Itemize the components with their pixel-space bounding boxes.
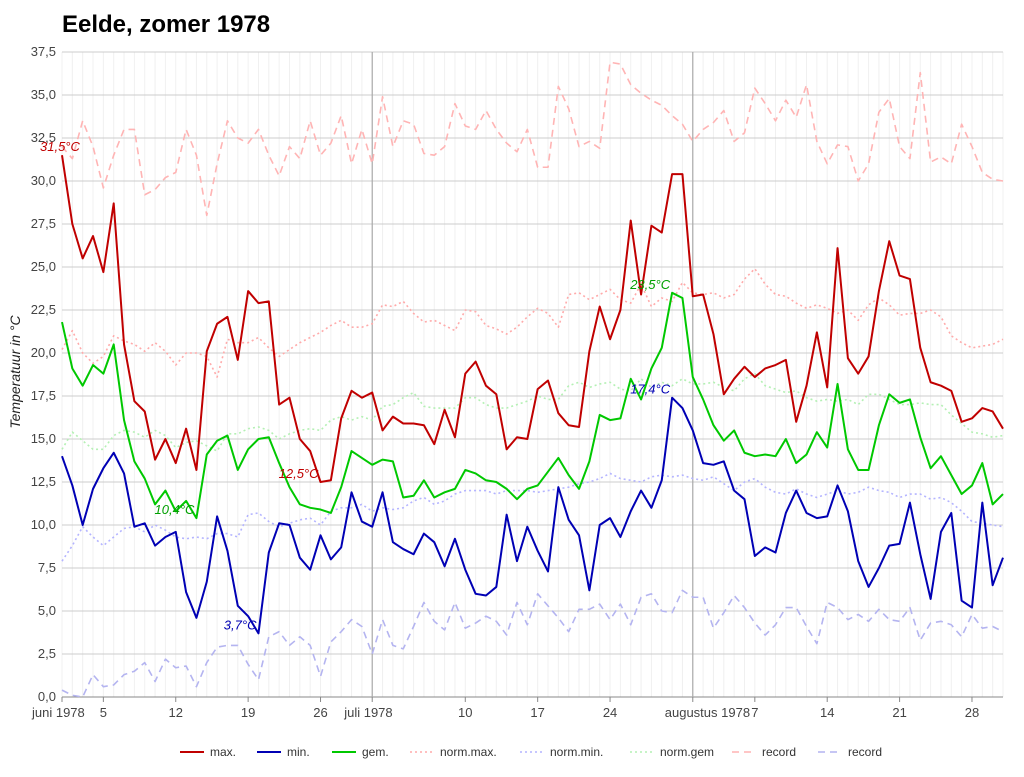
x-tick-label: 21 bbox=[892, 705, 906, 720]
x-tick-label: 14 bbox=[820, 705, 834, 720]
x-tick-label: 12 bbox=[169, 705, 183, 720]
annotation-label: 31,5°C bbox=[40, 139, 81, 154]
annotation-label: 10,4°C bbox=[155, 502, 196, 517]
axes: 0,0 2,5 5,0 7,5 10,0 12,5 15,0 17,5 20,0 22,5 25,0… bbox=[31, 44, 980, 720]
y-tick-label: 25,0 bbox=[31, 259, 56, 274]
y-tick-label: 35,0 bbox=[31, 87, 56, 102]
x-tick-label: augustus 1978 bbox=[665, 705, 750, 720]
y-tick-label: 2,5 bbox=[38, 646, 56, 661]
legend-item: norm.gem bbox=[630, 745, 714, 759]
y-tick-label: 5,0 bbox=[38, 603, 56, 618]
annotation-label: 3,7°C bbox=[224, 617, 257, 632]
y-tick-label: 27,5 bbox=[31, 216, 56, 231]
legend-item: gem. bbox=[332, 745, 389, 759]
legend-label: record bbox=[848, 745, 882, 759]
series-line-gem-2 bbox=[61, 291, 1004, 520]
annotations: 31,5°C 10,4°C 3,7°C 12,5°C 23,5°C 17,4°C bbox=[40, 139, 671, 632]
y-tick-label: 32,5 bbox=[31, 130, 56, 145]
annotation-label: 12,5°C bbox=[279, 466, 320, 481]
y-axis-label: Temperatuur in °C bbox=[7, 314, 23, 428]
x-tick-label: juni 1978 bbox=[31, 705, 85, 720]
series-lines bbox=[61, 61, 1004, 698]
x-tick-label: 10 bbox=[458, 705, 472, 720]
grid bbox=[61, 51, 1004, 698]
y-tick-label: 30,0 bbox=[31, 173, 56, 188]
series-line-max-0 bbox=[61, 155, 1004, 483]
y-tick-label: 0,0 bbox=[38, 689, 56, 704]
legend-label: norm.max. bbox=[440, 745, 497, 759]
y-tick-label: 7,5 bbox=[38, 560, 56, 575]
series-line-normgem-5 bbox=[61, 372, 1004, 452]
series-line-record-6 bbox=[61, 61, 1004, 217]
legend-label: gem. bbox=[362, 745, 389, 759]
x-tick-label: 19 bbox=[241, 705, 255, 720]
x-tick-label: 7 bbox=[751, 705, 758, 720]
legend-item: record bbox=[818, 745, 882, 759]
chart-title: Eelde, zomer 1978 bbox=[62, 11, 270, 38]
legend-item: record bbox=[732, 745, 796, 759]
annotation-label: 17,4°C bbox=[630, 382, 671, 397]
x-tick-label: 26 bbox=[313, 705, 327, 720]
x-tick-label: 28 bbox=[965, 705, 979, 720]
legend-label: norm.min. bbox=[550, 745, 603, 759]
legend: max. min. gem. norm.max. norm.min. norm.gem re… bbox=[180, 745, 882, 759]
y-tick-label: 37,5 bbox=[31, 44, 56, 59]
y-tick-label: 15,0 bbox=[31, 431, 56, 446]
legend-label: norm.gem bbox=[660, 745, 714, 759]
legend-label: min. bbox=[287, 745, 310, 759]
legend-item: min. bbox=[257, 745, 310, 759]
x-tick-label: 5 bbox=[100, 705, 107, 720]
legend-label: max. bbox=[210, 745, 236, 759]
annotation-label: 23,5°C bbox=[629, 277, 671, 292]
y-tick-label: 17,5 bbox=[31, 388, 56, 403]
legend-label: record bbox=[762, 745, 796, 759]
x-tick-label: 17 bbox=[530, 705, 544, 720]
legend-item: norm.max. bbox=[410, 745, 497, 759]
y-tick-label: 12,5 bbox=[31, 474, 56, 489]
x-tick-label: juli 1978 bbox=[343, 705, 392, 720]
y-tick-label: 22,5 bbox=[31, 302, 56, 317]
y-tick-label: 20,0 bbox=[31, 345, 56, 360]
x-tick-label: 24 bbox=[603, 705, 617, 720]
y-tick-label: 10,0 bbox=[31, 517, 56, 532]
legend-item: norm.min. bbox=[520, 745, 603, 759]
plot-area bbox=[62, 52, 1003, 697]
series-line-min-1 bbox=[61, 396, 1004, 635]
legend-item: max. bbox=[180, 745, 236, 759]
